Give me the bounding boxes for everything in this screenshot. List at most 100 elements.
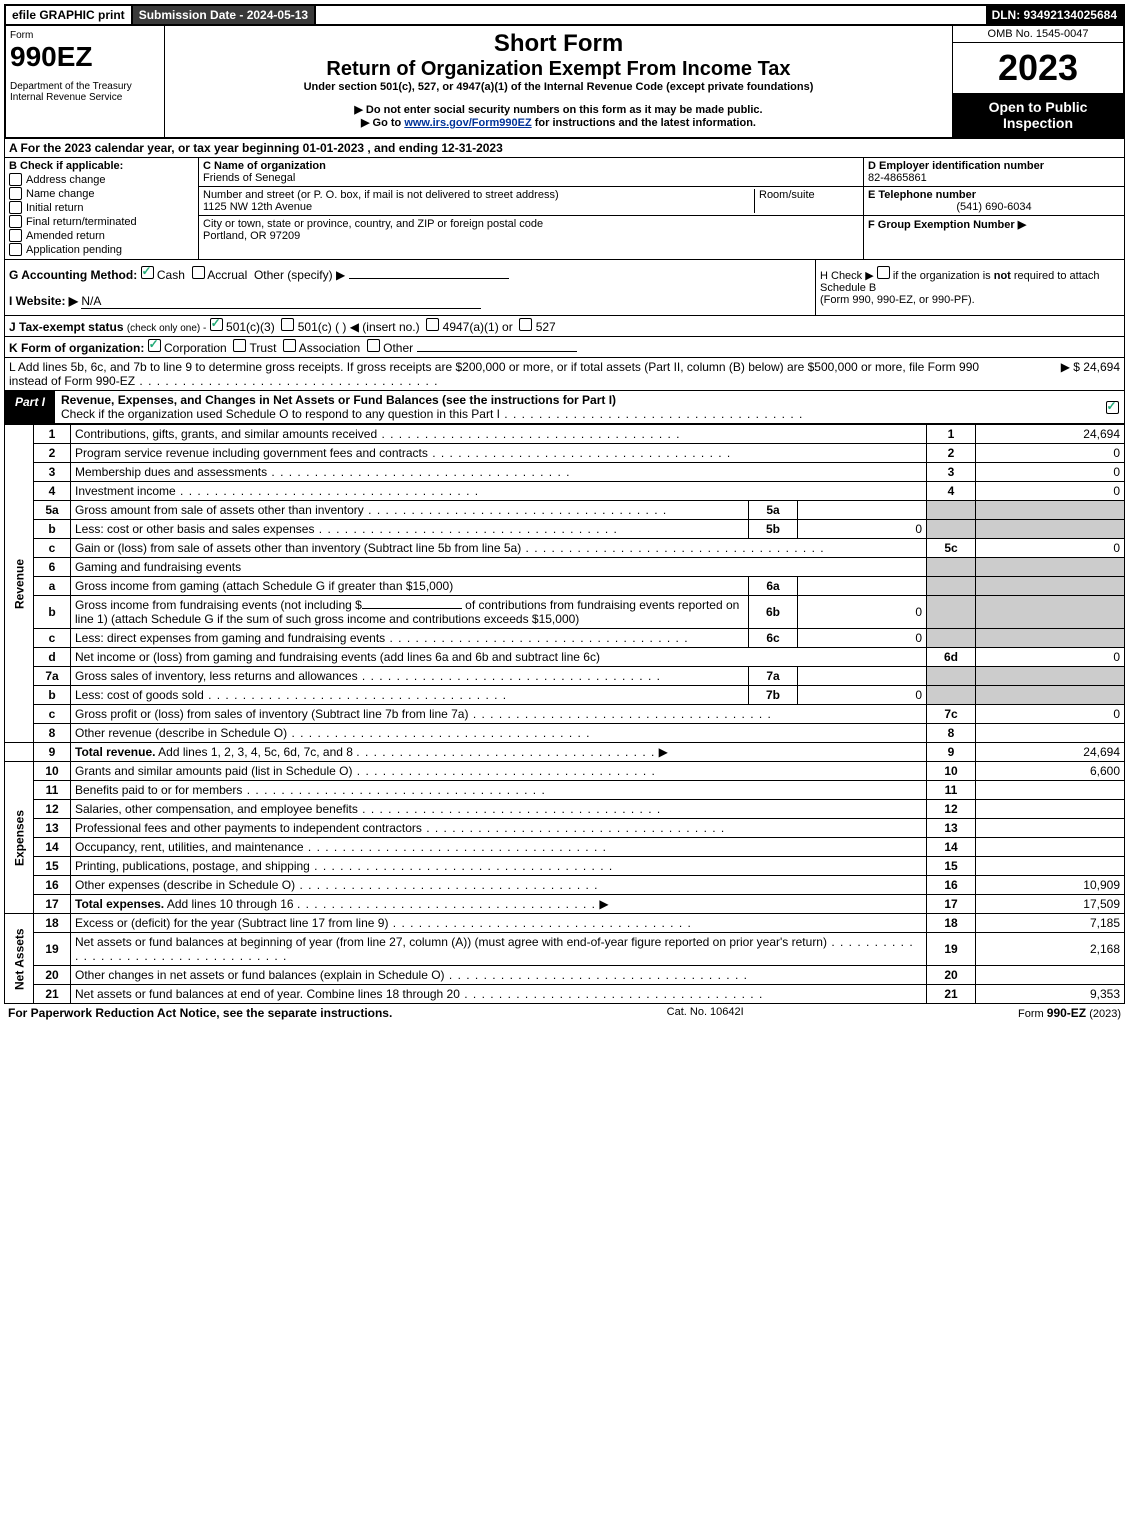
form-header: Form 990EZ Department of the Treasury In… (4, 26, 1125, 139)
checkbox-4947-icon[interactable] (426, 318, 439, 331)
top-bar: efile GRAPHIC print Submission Date - 20… (4, 4, 1125, 26)
line-10: Expenses 10Grants and similar amounts pa… (5, 762, 1125, 781)
subtitle: Under section 501(c), 527, or 4947(a)(1)… (169, 81, 948, 93)
section-bcdef: B Check if applicable: Address change Na… (4, 158, 1125, 260)
line-5c: cGain or (loss) from sale of assets othe… (5, 539, 1125, 558)
check-final-return[interactable]: Final return/terminated (9, 215, 194, 228)
form-number: 990EZ (10, 41, 160, 73)
checkbox-cash-icon[interactable] (141, 266, 154, 279)
line-5a: 5aGross amount from sale of assets other… (5, 501, 1125, 520)
check-name-change[interactable]: Name change (9, 187, 194, 200)
omb-number: OMB No. 1545-0047 (953, 26, 1123, 43)
checkbox-h-icon[interactable] (877, 266, 890, 279)
line-20: 20Other changes in net assets or fund ba… (5, 966, 1125, 985)
footer-left: For Paperwork Reduction Act Notice, see … (8, 1006, 392, 1020)
i-label: I Website: ▶ (9, 294, 78, 308)
line-6b: bGross income from fundraising events (n… (5, 596, 1125, 629)
checkbox-501c-icon[interactable] (281, 318, 294, 331)
note-ssn: ▶ Do not enter social security numbers o… (169, 103, 948, 116)
dept-2: Internal Revenue Service (10, 92, 160, 103)
d-value: 82-4865861 (868, 172, 1120, 184)
line-13: 13Professional fees and other payments t… (5, 819, 1125, 838)
line-16: 16Other expenses (describe in Schedule O… (5, 876, 1125, 895)
check-application-pending[interactable]: Application pending (9, 243, 194, 256)
part1-title: Revenue, Expenses, and Changes in Net As… (55, 391, 1100, 423)
irs-link[interactable]: www.irs.gov/Form990EZ (404, 117, 531, 129)
checkbox-icon (9, 187, 22, 200)
line-19: 19Net assets or fund balances at beginni… (5, 933, 1125, 966)
side-net-assets: Net Assets (5, 914, 34, 1004)
footer-form: Form 990-EZ (2023) (1018, 1006, 1121, 1020)
spacer (316, 6, 985, 24)
c-city-row: City or town, state or province, country… (199, 216, 863, 244)
line-7a: 7aGross sales of inventory, less returns… (5, 667, 1125, 686)
g-accounting: G Accounting Method: Cash Accrual Other … (5, 260, 815, 315)
line-6: 6Gaming and fundraising events (5, 558, 1125, 577)
line-17: 17Total expenses. Add lines 10 through 1… (5, 895, 1125, 914)
d-label: D Employer identification number (868, 160, 1120, 172)
note-goto-post: for instructions and the latest informat… (535, 117, 756, 129)
title-return: Return of Organization Exempt From Incom… (169, 58, 948, 81)
checkbox-trust-icon[interactable] (233, 339, 246, 352)
open-to-public: Open to Public Inspection (953, 93, 1123, 137)
line-14: 14Occupancy, rent, utilities, and mainte… (5, 838, 1125, 857)
col-c: C Name of organization Friends of Senega… (199, 158, 863, 259)
checkbox-schedule-o-icon (1106, 401, 1119, 414)
form-word: Form (10, 30, 160, 41)
header-center: Short Form Return of Organization Exempt… (165, 26, 952, 137)
side-revenue: Revenue (5, 425, 34, 743)
checkbox-other-icon[interactable] (367, 339, 380, 352)
checkbox-527-icon[interactable] (519, 318, 532, 331)
f-label: F Group Exemption Number ▶ (868, 219, 1026, 231)
other-specify-input[interactable] (349, 278, 509, 279)
checkbox-501c3-icon[interactable] (210, 318, 223, 331)
line-7b: bLess: cost of goods sold7b0 (5, 686, 1125, 705)
part1-subtitle: Check if the organization used Schedule … (61, 407, 803, 421)
line-15: 15Printing, publications, postage, and s… (5, 857, 1125, 876)
line-7c: cGross profit or (loss) from sales of in… (5, 705, 1125, 724)
f-group: F Group Exemption Number ▶ (864, 216, 1124, 233)
check-amended-return[interactable]: Amended return (9, 229, 194, 242)
note-goto: ▶ Go to www.irs.gov/Form990EZ for instru… (169, 116, 948, 129)
line-18: Net Assets 18Excess or (deficit) for the… (5, 914, 1125, 933)
line-1: Revenue 1 Contributions, gifts, grants, … (5, 425, 1125, 444)
checkbox-assoc-icon[interactable] (283, 339, 296, 352)
header-right: OMB No. 1545-0047 2023 Open to Public In… (952, 26, 1123, 137)
arrow-icon: ▶ (659, 745, 668, 759)
note-goto-pre: ▶ Go to (361, 117, 404, 129)
header-left: Form 990EZ Department of the Treasury In… (6, 26, 165, 137)
line-3: 3Membership dues and assessments30 (5, 463, 1125, 482)
fundraising-amount-input[interactable] (362, 608, 462, 609)
part1-check[interactable] (1100, 391, 1124, 423)
c-name-hdr: C Name of organization (203, 160, 859, 172)
c-addr-row: Number and street (or P. O. box, if mail… (199, 187, 863, 216)
line-4: 4Investment income40 (5, 482, 1125, 501)
checkbox-corp-icon[interactable] (148, 339, 161, 352)
line-11: 11Benefits paid to or for members11 (5, 781, 1125, 800)
line-8: 8Other revenue (describe in Schedule O)8 (5, 724, 1125, 743)
col-def: D Employer identification number 82-4865… (863, 158, 1124, 259)
g-label: G Accounting Method: (9, 268, 137, 282)
h-text3: (Form 990, 990-EZ, or 990-PF). (820, 294, 975, 306)
d-ein: D Employer identification number 82-4865… (864, 158, 1124, 187)
part1-table: Revenue 1 Contributions, gifts, grants, … (4, 424, 1125, 1004)
k-other-input[interactable] (417, 351, 577, 352)
org-address: 1125 NW 12th Avenue (203, 201, 754, 213)
page-footer: For Paperwork Reduction Act Notice, see … (4, 1004, 1125, 1022)
l-text: L Add lines 5b, 6c, and 7b to line 9 to … (9, 360, 1000, 388)
l-value: ▶ $ 24,694 (1000, 360, 1120, 388)
checkbox-accrual-icon[interactable] (192, 266, 205, 279)
org-city: Portland, OR 97209 (203, 230, 543, 242)
line-6c: cLess: direct expenses from gaming and f… (5, 629, 1125, 648)
website-value: N/A (81, 294, 481, 309)
line-21: 21Net assets or fund balances at end of … (5, 985, 1125, 1004)
title-short-form: Short Form (169, 30, 948, 58)
check-initial-return[interactable]: Initial return (9, 201, 194, 214)
efile-label[interactable]: efile GRAPHIC print (6, 6, 133, 24)
row-gh: G Accounting Method: Cash Accrual Other … (4, 260, 1125, 316)
e-label: E Telephone number (868, 189, 1120, 201)
checkbox-icon (9, 229, 22, 242)
check-address-change[interactable]: Address change (9, 173, 194, 186)
row-l: L Add lines 5b, 6c, and 7b to line 9 to … (4, 358, 1125, 391)
j-label: J Tax-exempt status (9, 320, 124, 334)
